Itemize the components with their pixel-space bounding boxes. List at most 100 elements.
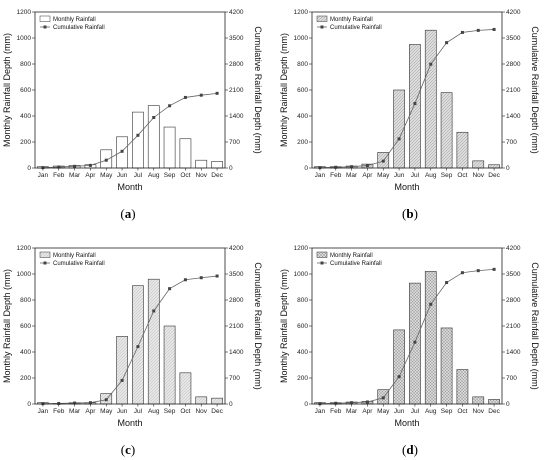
cumulative-rainfall-marker xyxy=(365,164,369,168)
left-tick-label: 1200 xyxy=(17,9,32,16)
x-tick-label: Mar xyxy=(69,172,81,179)
left-tick-label: 0 xyxy=(27,401,31,408)
cumulative-rainfall-marker xyxy=(381,396,385,400)
left-y-axis-title: Monthly Rainfall Depth (mm) xyxy=(2,269,12,383)
chart-panel-a: 0 200 400 600 800 1000 1200 0 700 1400 2100 2800 350… xyxy=(2,9,263,221)
monthly-rainfall-bar xyxy=(424,271,437,405)
left-tick-label: 800 xyxy=(297,297,308,304)
left-tick-label: 0 xyxy=(304,165,308,172)
legend-marker-swatch xyxy=(43,261,47,265)
cumulative-rainfall-marker xyxy=(215,91,219,95)
cumulative-rainfall-marker xyxy=(136,133,140,137)
right-tick-label: 1400 xyxy=(506,113,521,120)
monthly-rainfall-bar xyxy=(179,372,192,405)
x-tick-label: Jun xyxy=(394,172,405,179)
monthly-rainfall-bar xyxy=(393,329,405,405)
legend-cumulative-label: Cumulative Rainfall xyxy=(330,25,382,31)
monthly-rainfall-bar xyxy=(132,111,144,169)
cumulative-rainfall-marker xyxy=(199,93,203,97)
x-tick-label: Jun xyxy=(394,408,405,415)
left-tick-label: 200 xyxy=(297,139,308,146)
chart-panel-d: 0 200 400 600 800 1000 1200 0 700 1400 2100 2800 350… xyxy=(279,245,540,457)
right-tick-label: 2100 xyxy=(506,87,521,94)
monthly-rainfall-bar xyxy=(488,164,500,169)
legend: Monthly Rainfall Cumulative Rainfall xyxy=(316,251,382,267)
x-tick-label: Oct xyxy=(457,408,467,415)
x-tick-label: Feb xyxy=(53,172,65,179)
left-tick-label: 1000 xyxy=(17,35,32,42)
cumulative-rainfall-marker xyxy=(152,115,156,119)
left-tick-label: 600 xyxy=(297,323,308,330)
right-tick-label: 4200 xyxy=(506,245,521,252)
right-tick-label: 1400 xyxy=(229,113,244,120)
panel-label: (c) xyxy=(121,442,135,457)
x-tick-label: Mar xyxy=(346,172,358,179)
cumulative-rainfall-marker xyxy=(445,281,449,285)
x-axis-title: Month xyxy=(117,182,142,192)
monthly-rainfall-bar xyxy=(195,159,208,169)
monthly-rainfall-bar xyxy=(456,369,469,405)
right-tick-label: 1400 xyxy=(229,349,244,356)
monthly-rainfall-bar xyxy=(472,160,485,169)
x-tick-label: Mar xyxy=(69,408,81,415)
right-tick-label: 2800 xyxy=(229,61,244,68)
x-tick-label: Jul xyxy=(134,172,143,179)
legend-monthly-label: Monthly Rainfall xyxy=(53,253,96,259)
right-tick-label: 700 xyxy=(229,375,240,382)
x-tick-label: Nov xyxy=(472,172,484,179)
legend: Monthly Rainfall Cumulative Rainfall xyxy=(39,15,105,31)
x-tick-label: Jul xyxy=(411,408,420,415)
cumulative-rainfall-marker xyxy=(183,95,187,99)
right-tick-label: 4200 xyxy=(229,9,244,16)
left-tick-label: 400 xyxy=(20,349,31,356)
cumulative-rainfall-line xyxy=(42,275,218,405)
monthly-rainfall-bar xyxy=(163,126,176,169)
x-tick-label: Oct xyxy=(180,408,190,415)
x-tick-label: Dec xyxy=(488,172,500,179)
x-tick-label: Feb xyxy=(330,172,342,179)
cumulative-rainfall-marker xyxy=(183,278,187,282)
right-tick-label: 3500 xyxy=(506,271,521,278)
right-tick-label: 4200 xyxy=(506,9,521,16)
cumulative-rainfall-marker xyxy=(492,267,496,271)
x-tick-label: Jan xyxy=(38,172,49,179)
x-tick-label: Nov xyxy=(195,172,207,179)
left-tick-label: 1200 xyxy=(294,245,309,252)
monthly-rainfall-bar xyxy=(456,131,469,169)
left-y-axis-title: Monthly Rainfall Depth (mm) xyxy=(2,33,12,147)
left-tick-label: 1000 xyxy=(17,271,32,278)
left-tick-label: 800 xyxy=(20,297,31,304)
right-tick-label: 0 xyxy=(506,165,510,172)
cumulative-rainfall-marker xyxy=(104,398,108,402)
cumulative-rainfall-marker xyxy=(460,271,464,275)
legend: Monthly Rainfall Cumulative Rainfall xyxy=(316,15,382,31)
left-tick-label: 800 xyxy=(297,61,308,68)
cumulative-rainfall-line xyxy=(42,92,218,169)
right-tick-label: 2800 xyxy=(506,61,521,68)
plot-frame xyxy=(34,11,226,169)
x-tick-label: May xyxy=(100,408,113,415)
x-tick-label: Oct xyxy=(457,172,467,179)
panel-label: (d) xyxy=(402,442,418,457)
x-axis-title: Month xyxy=(394,418,419,428)
x-axis-title: Month xyxy=(117,418,142,428)
monthly-rainfall-bar xyxy=(409,44,421,169)
legend-marker-swatch xyxy=(320,261,324,265)
x-tick-label: Jan xyxy=(38,408,49,415)
chart-panel-c: 0 200 400 600 800 1000 1200 0 700 1400 2100 2800 350… xyxy=(2,245,263,457)
x-tick-label: Aug xyxy=(148,408,160,415)
right-tick-label: 4200 xyxy=(229,245,244,252)
legend-cumulative-label: Cumulative Rainfall xyxy=(330,261,382,267)
x-tick-label: May xyxy=(100,172,113,179)
right-tick-label: 3500 xyxy=(229,35,244,42)
cumulative-rainfall-marker xyxy=(136,345,140,349)
legend-bar-swatch xyxy=(316,251,328,258)
x-tick-label: Mar xyxy=(346,408,358,415)
x-tick-label: Apr xyxy=(362,172,373,179)
cumulative-rainfall-marker xyxy=(57,401,61,405)
monthly-rainfall-bar xyxy=(440,327,453,405)
x-tick-label: Jul xyxy=(134,408,143,415)
right-tick-label: 2100 xyxy=(229,87,244,94)
left-tick-label: 200 xyxy=(20,139,31,146)
x-tick-label: Nov xyxy=(472,408,484,415)
